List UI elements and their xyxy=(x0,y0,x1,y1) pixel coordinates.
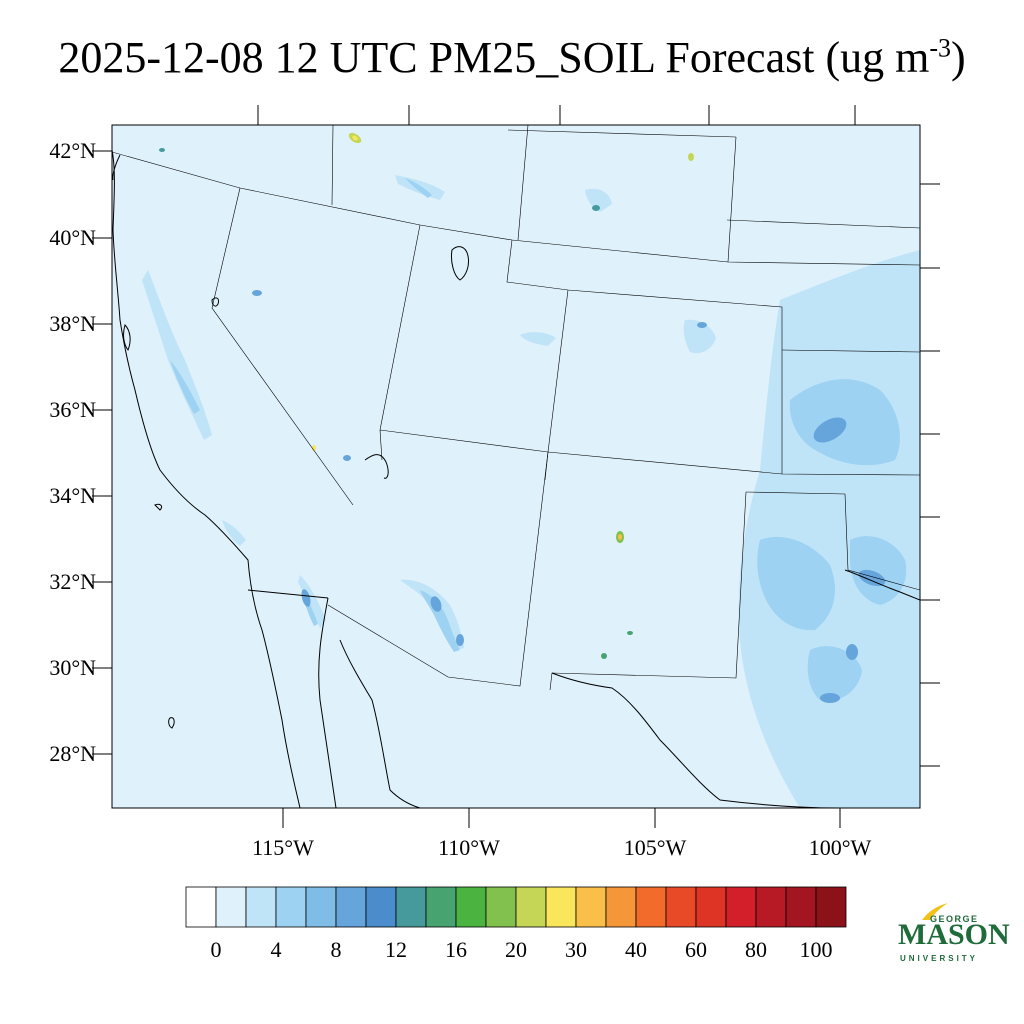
coastline xyxy=(112,149,920,808)
lat-label: 34°N xyxy=(49,483,96,508)
colorbar-swatch xyxy=(455,886,487,928)
logo-line3: UNIVERSITY xyxy=(900,954,979,963)
lat-label: 30°N xyxy=(49,655,96,680)
page-title: 2025-12-08 12 UTC PM25_SOIL Forecast (ug… xyxy=(58,33,966,82)
lon-label: 115°W xyxy=(252,835,314,860)
colorbar-swatch xyxy=(335,886,367,928)
colorbar-label: 16 xyxy=(445,937,467,962)
logo-line2: MASON xyxy=(898,918,1010,951)
colorbar-swatch xyxy=(365,886,397,928)
colorbar-swatch xyxy=(185,886,217,928)
lat-label: 40°N xyxy=(49,225,96,250)
colorbar-swatch xyxy=(215,886,247,928)
colorbar-swatch xyxy=(425,886,457,928)
colorbar-swatch xyxy=(785,886,817,928)
university-logo: GEORGE MASON UNIVERSITY xyxy=(898,902,1010,968)
concentration-hotspots xyxy=(159,132,694,659)
colorbar-swatch xyxy=(545,886,577,928)
colorbar-swatch xyxy=(485,886,517,928)
colorbar-swatch xyxy=(695,886,727,928)
colorbar-swatch xyxy=(575,886,607,928)
lon-label: 105°W xyxy=(623,835,687,860)
colorbar-swatch xyxy=(245,886,277,928)
lon-label: 100°W xyxy=(808,835,872,860)
flame-icon xyxy=(922,903,948,920)
colorbar-label: 0 xyxy=(210,937,222,962)
colorbar-label: 4 xyxy=(270,937,282,962)
colorbar-label: 20 xyxy=(505,937,527,962)
lon-label: 110°W xyxy=(438,835,500,860)
concentration-shading-dark xyxy=(252,290,886,703)
lat-label: 32°N xyxy=(49,569,96,594)
colorbar-label: 60 xyxy=(685,937,707,962)
colorbar xyxy=(185,886,847,928)
axis-ticks xyxy=(92,105,940,828)
colorbar-swatch xyxy=(725,886,757,928)
colorbar-swatch xyxy=(605,886,637,928)
state-boundaries xyxy=(112,125,920,691)
colorbar-swatch xyxy=(515,886,547,928)
colorbar-label: 100 xyxy=(799,937,833,962)
colorbar-swatch xyxy=(395,886,427,928)
lat-label: 42°N xyxy=(49,138,96,163)
colorbar-swatch xyxy=(275,886,307,928)
map-frame xyxy=(111,124,921,809)
colorbar-swatch xyxy=(635,886,667,928)
lat-label: 36°N xyxy=(49,397,96,422)
colorbar-label: 40 xyxy=(625,937,647,962)
concentration-shading-medium xyxy=(170,178,907,701)
lat-label: 38°N xyxy=(49,311,96,336)
logo-line1: GEORGE xyxy=(930,914,979,924)
lat-label: 28°N xyxy=(49,741,96,766)
colorbar-swatch xyxy=(755,886,787,928)
colorbar-label: 12 xyxy=(385,937,407,962)
colorbar-label: 80 xyxy=(745,937,767,962)
colorbar-swatch xyxy=(815,886,847,928)
colorbar-label: 8 xyxy=(330,937,342,962)
colorbar-label: 30 xyxy=(565,937,587,962)
colorbar-swatch xyxy=(665,886,697,928)
colorbar-swatch xyxy=(305,886,337,928)
